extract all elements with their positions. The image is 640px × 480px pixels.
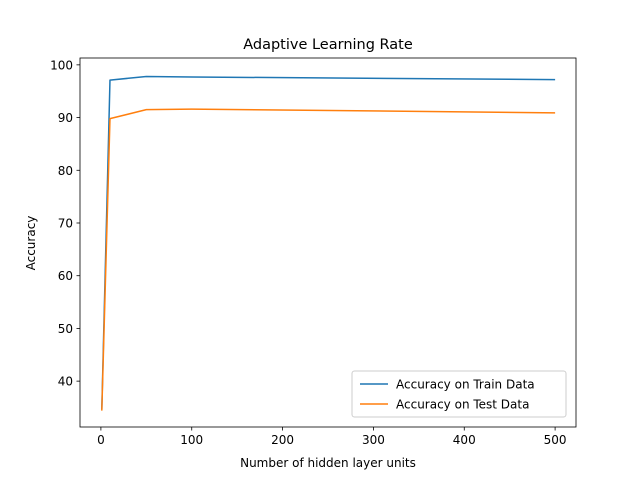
y-tick-label: 100 xyxy=(50,58,73,72)
y-tick-label: 50 xyxy=(58,322,73,336)
x-tick-label: 100 xyxy=(180,433,203,447)
x-tick-label: 0 xyxy=(97,433,105,447)
plot-area: 0 100 200 300 400 500 40 50 60 70 80 90 100 Accuracy … xyxy=(50,57,577,447)
series-line-2 xyxy=(101,108,556,411)
x-tick-label: 200 xyxy=(271,433,294,447)
y-axis-title: Accuracy xyxy=(24,216,38,271)
legend-label-1: Accuracy on Train Data xyxy=(396,378,535,392)
legend-box xyxy=(351,370,567,418)
x-axis-title: Number of hidden layer units xyxy=(240,456,416,470)
y-tick-label: 90 xyxy=(58,111,73,125)
y-tick-label: 40 xyxy=(58,375,73,389)
y-tick-label: 80 xyxy=(58,164,73,178)
y-tick-label: 60 xyxy=(58,269,73,283)
legend-label-2: Accuracy on Test Data xyxy=(396,398,529,412)
x-tick-label: 300 xyxy=(362,433,385,447)
x-tick-label: 400 xyxy=(453,433,476,447)
chart-title: Adaptive Learning Rate xyxy=(243,37,413,53)
y-tick-label: 70 xyxy=(58,216,73,230)
x-tick-label: 500 xyxy=(544,433,567,447)
axes-frame xyxy=(79,57,577,428)
